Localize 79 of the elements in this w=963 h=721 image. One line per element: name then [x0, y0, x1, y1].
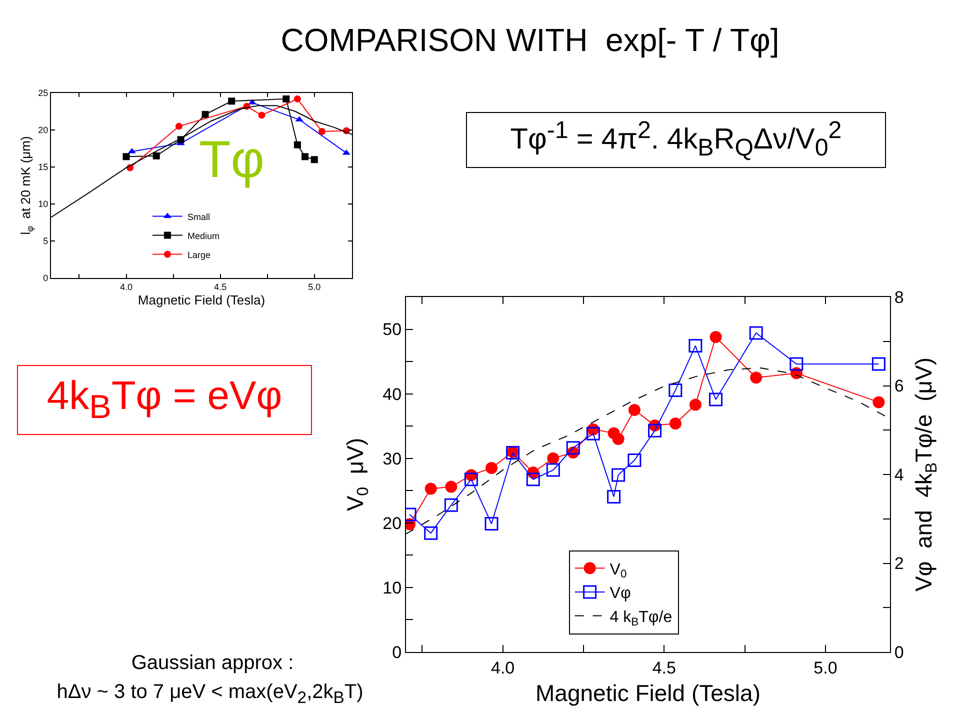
point [310, 156, 318, 164]
point [342, 149, 350, 155]
point [282, 95, 290, 102]
y-tick-label: 25 [38, 88, 48, 98]
point [228, 98, 236, 105]
x-tick-label: 5.0 [308, 282, 321, 292]
point [547, 452, 560, 464]
point [668, 383, 682, 397]
chart-title: COMPARISON WITH exp[- T / Tφ] [280, 22, 780, 58]
text: 4k$_{B}$Tφ = eVφ [46, 374, 282, 426]
annotation: Tφ [199, 131, 264, 189]
point [294, 95, 301, 102]
point [648, 424, 662, 438]
point [464, 472, 478, 486]
point [175, 122, 182, 130]
point [790, 357, 804, 371]
point [566, 441, 580, 455]
y-tick-label: 0 [392, 642, 402, 662]
x-tick-label: 4.5 [652, 658, 676, 678]
y2-tick-label: 0 [894, 642, 904, 662]
point [128, 148, 136, 154]
legend-label: 4 k$_{B}$Tφ/e [610, 608, 672, 628]
point [586, 426, 600, 440]
y-tick-label: 20 [382, 514, 402, 533]
point [688, 339, 702, 353]
point [301, 153, 308, 160]
point [294, 141, 301, 148]
y-tick-label: 0 [43, 273, 48, 284]
point [258, 112, 266, 119]
legend-label: Small [187, 212, 210, 222]
y2-tick-label: 6 [894, 376, 904, 396]
y-tick-label: 5 [43, 236, 48, 246]
point [750, 372, 762, 384]
y-tick-label: 10 [38, 199, 48, 210]
point [612, 468, 626, 482]
point [122, 153, 130, 160]
point [444, 498, 458, 512]
y-tick-label: 10 [382, 578, 402, 598]
y2-tick-label: 8 [894, 288, 904, 307]
y2-tick-label: 2 [894, 554, 904, 574]
point [872, 396, 885, 408]
point [872, 357, 886, 371]
point [669, 418, 682, 430]
legend-label: Vφ [610, 585, 631, 602]
x-tick-label: 4.0 [120, 282, 133, 292]
point [318, 128, 326, 135]
x-tick-label: 4.0 [490, 658, 515, 678]
point [710, 331, 722, 344]
point [152, 152, 160, 160]
y-tick-label: 50 [382, 320, 402, 340]
y-tick-label: 30 [382, 449, 402, 468]
y2-tick-label: 4 [894, 465, 904, 484]
point [628, 454, 642, 468]
point [445, 480, 458, 493]
y-tick-label: 20 [38, 125, 48, 136]
x-axis-title: Magnetic Field (Tesla) [536, 680, 760, 706]
y-tick-label: 40 [382, 384, 402, 404]
point [749, 326, 763, 340]
point [424, 482, 437, 495]
x-tick-label: 5.0 [814, 658, 838, 678]
point [607, 490, 621, 504]
legend-label: V$_{0}$ [610, 561, 627, 581]
x-tick-label: 4.5 [214, 282, 227, 292]
point [424, 526, 438, 540]
point [202, 110, 209, 118]
x-axis-title: Magnetic Field (Tesla) [138, 292, 266, 308]
point [689, 398, 702, 411]
legend-label: Large [187, 250, 210, 260]
legend-label: Medium [187, 230, 220, 241]
text: Gaussian approx : [131, 652, 294, 674]
point [709, 392, 723, 406]
text: hΔν ~ 3 to 7 μeV < max(eV$_{2}$,2k$_{B}$T) [56, 680, 364, 708]
point [486, 462, 498, 474]
point [546, 463, 560, 477]
point [628, 404, 640, 416]
point [484, 517, 498, 531]
y-tick-label: 15 [38, 162, 48, 172]
point [526, 472, 540, 486]
point [612, 433, 624, 445]
